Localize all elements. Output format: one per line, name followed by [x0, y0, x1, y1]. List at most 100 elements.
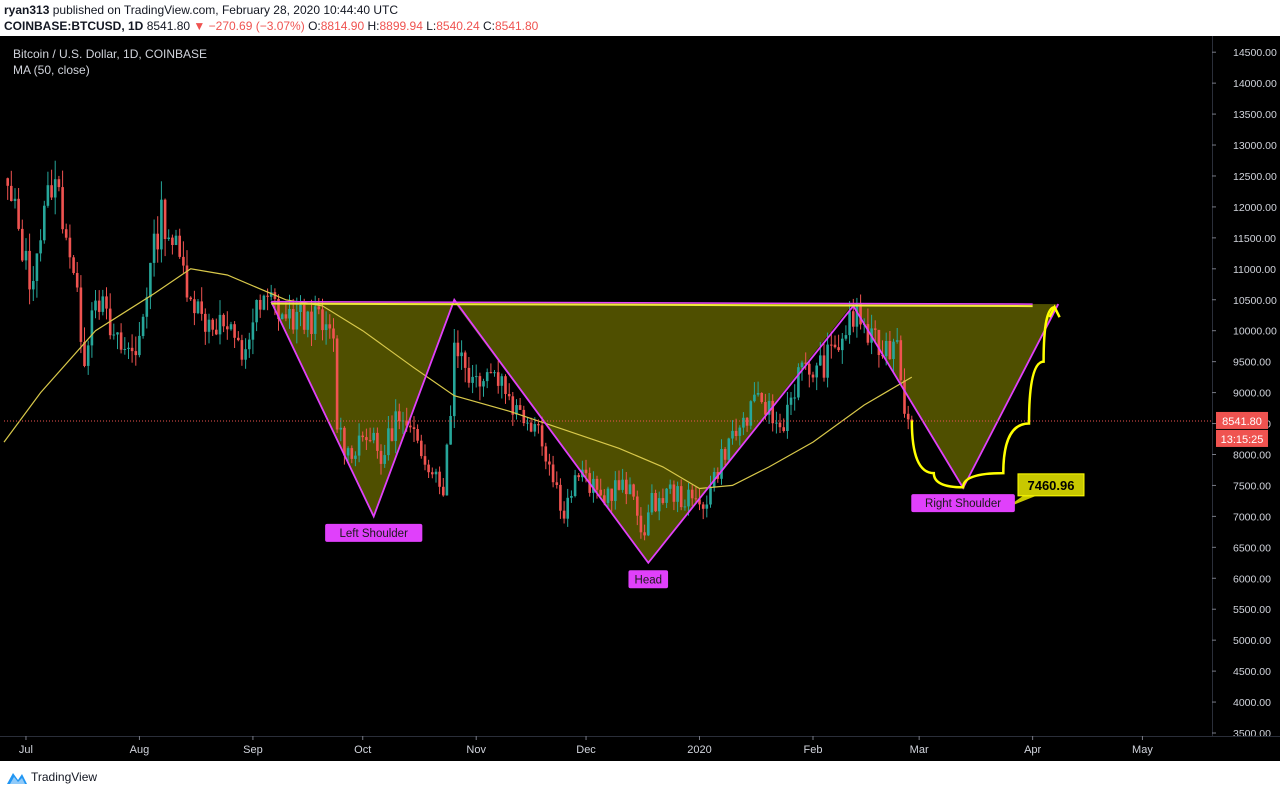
candle-body: [83, 341, 86, 366]
candle-body: [163, 199, 167, 239]
candle-body: [420, 440, 423, 457]
candle-body: [731, 430, 734, 439]
candle-body: [537, 424, 540, 426]
candle-body: [906, 413, 910, 420]
candle-body: [456, 342, 460, 357]
candle-body: [321, 309, 324, 331]
pattern-label: Right Shoulder: [925, 498, 1001, 510]
candle-body: [346, 448, 350, 456]
candle-body: [833, 344, 837, 348]
candle-body: [815, 365, 818, 378]
candle-body: [328, 324, 332, 329]
pattern-label: Left Shoulder: [340, 528, 409, 540]
candle-body: [291, 309, 295, 330]
chart-legend-indicator[interactable]: MA (50, close): [13, 63, 90, 77]
candle-body: [94, 300, 97, 311]
target-label: 7460.96: [1027, 478, 1074, 493]
candle-body: [101, 296, 105, 312]
candle-body: [431, 472, 434, 475]
candle-body: [79, 287, 83, 342]
candle-body: [668, 484, 672, 489]
candle-body: [17, 198, 20, 229]
chart-area[interactable]: 7460.96 Left Shoulder Head Right Shoulder 35…: [0, 36, 1280, 761]
candle-body: [251, 322, 255, 340]
price-axis-label: 5500.00: [1233, 604, 1271, 616]
candle-body: [324, 324, 328, 330]
candle-body: [679, 486, 683, 508]
candle-body: [390, 428, 394, 441]
price-axis-label: 10500.00: [1233, 295, 1277, 307]
price-axis-label: 10000.00: [1233, 326, 1277, 338]
last-price-tag-label: 8541.80: [1222, 416, 1262, 428]
price-axis-label: 7000.00: [1233, 511, 1271, 523]
candle-body: [189, 297, 192, 300]
candle-body: [485, 372, 489, 382]
candle-body: [562, 510, 566, 519]
low-label: L:: [426, 19, 437, 33]
candle-body: [171, 237, 174, 245]
candle-body: [676, 486, 679, 502]
price-axis-label: 12500.00: [1233, 171, 1277, 183]
candle-body: [478, 376, 482, 387]
symbol-name: COINBASE:BTCUSD, 1D: [4, 19, 144, 33]
candle-body: [416, 429, 419, 441]
candle-body: [742, 417, 745, 428]
tradingview-logo-icon[interactable]: [6, 768, 28, 786]
open-value: 8814.90: [320, 19, 365, 33]
candle-body: [86, 345, 90, 366]
candle-body: [599, 489, 602, 496]
candle-body: [299, 304, 302, 312]
candle-body: [877, 329, 881, 355]
price-chart[interactable]: 7460.96 Left Shoulder Head Right Shoulder 35…: [0, 36, 1280, 761]
candle-body: [841, 338, 844, 351]
candle-body: [72, 257, 75, 273]
candle-body: [529, 422, 533, 432]
price-axis-label: 14500.00: [1233, 47, 1277, 59]
candle-body: [204, 313, 207, 332]
candle-body: [453, 342, 456, 417]
candle-body: [811, 374, 815, 378]
candles-group: [6, 160, 914, 541]
price-axis-label: 3500.00: [1233, 728, 1271, 740]
moving-average-line: [3, 268, 913, 490]
candle-body: [434, 471, 438, 475]
candle-body: [661, 498, 665, 503]
candle-body: [786, 404, 789, 431]
candle-body: [97, 300, 101, 312]
candle-body: [306, 311, 310, 330]
candle-body: [112, 334, 116, 336]
candle-body: [387, 428, 390, 456]
candle-body: [185, 265, 189, 298]
candle-body: [855, 303, 859, 327]
candle-body: [701, 504, 705, 509]
candle-body: [544, 446, 548, 462]
candle-body: [603, 495, 606, 503]
tradingview-brand[interactable]: TradingView: [31, 770, 98, 784]
candle-body: [35, 253, 39, 281]
candle-body: [745, 417, 749, 426]
candle-body: [610, 488, 613, 501]
low-value: 8540.24: [436, 19, 480, 33]
candle-body: [822, 355, 826, 378]
candle-body: [350, 448, 354, 459]
publish-header: ryan313 published on TradingView.com, Fe…: [0, 0, 1280, 36]
candle-body: [639, 515, 643, 533]
candle-body: [50, 185, 53, 198]
candle-body: [760, 393, 763, 402]
candle-body: [650, 493, 654, 513]
candle-body: [200, 301, 203, 314]
author-name[interactable]: ryan313: [4, 3, 50, 17]
candle-body: [284, 314, 288, 319]
candle-body: [240, 340, 244, 360]
candle-body: [237, 337, 240, 341]
candle-body: [317, 306, 321, 310]
candle-body: [10, 185, 13, 201]
candle-body: [379, 450, 383, 464]
candle-body: [723, 449, 727, 460]
time-axis-label: Nov: [466, 744, 486, 756]
price-axis-label: 13500.00: [1233, 109, 1277, 121]
candle-body: [808, 363, 811, 375]
candle-body: [727, 438, 731, 460]
footer-bar: TradingView: [0, 761, 1280, 795]
candle-body: [64, 229, 68, 238]
